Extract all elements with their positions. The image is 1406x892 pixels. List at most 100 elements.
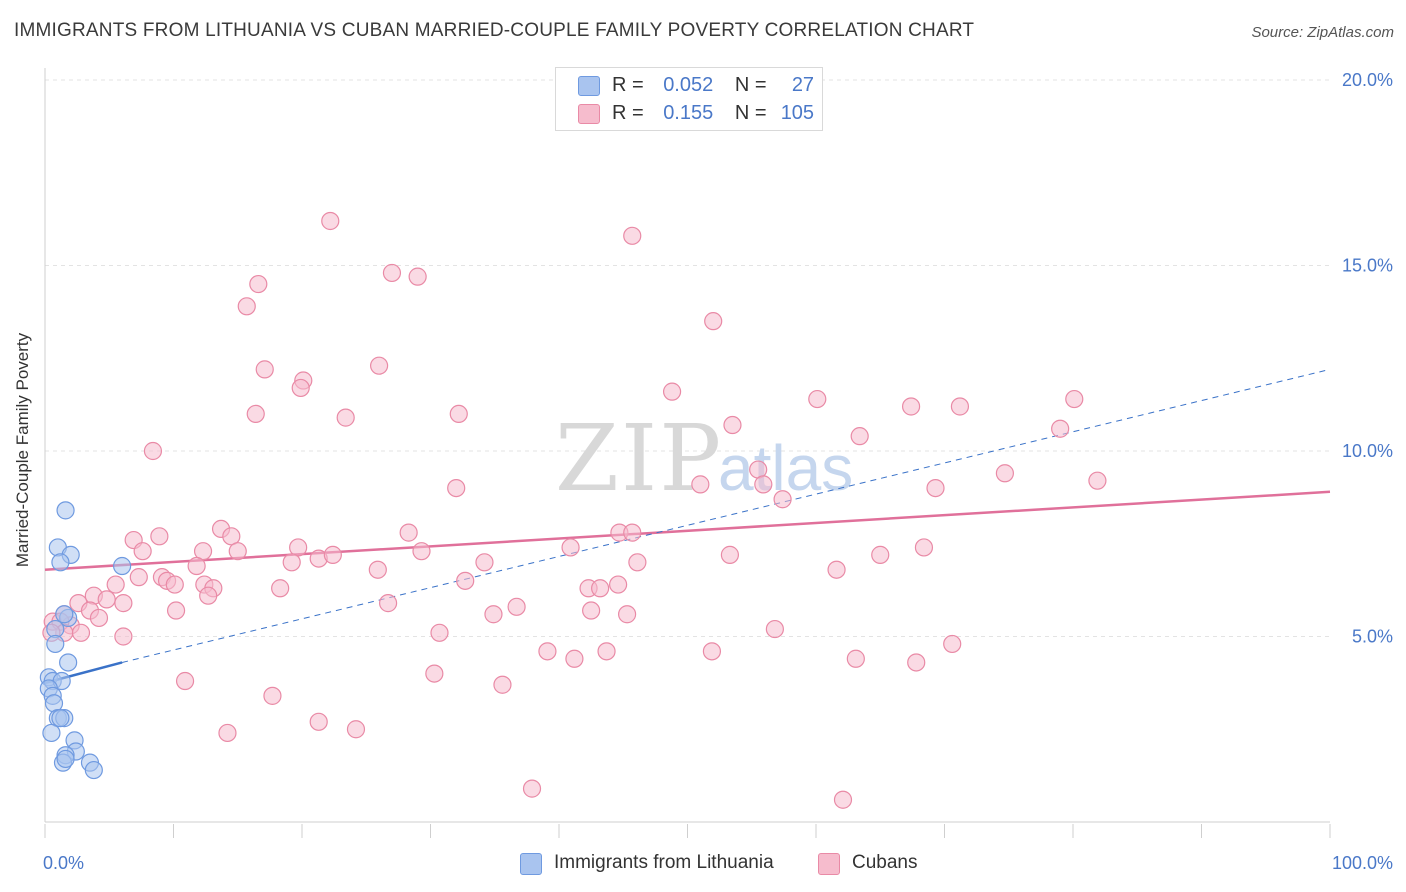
cubans-point <box>336 408 355 427</box>
cubans-point <box>114 594 133 613</box>
cubans-point <box>691 475 710 494</box>
cubans-point <box>1088 471 1107 490</box>
bottom-legend-swatch-lithuania <box>520 853 542 875</box>
cubans-point <box>850 427 869 446</box>
watermark-zip: ZIP <box>555 405 723 512</box>
cubans-point <box>538 642 557 661</box>
cubans-point <box>271 579 290 598</box>
cubans-point <box>623 226 642 245</box>
legend-n-value: 27 <box>791 74 815 96</box>
cubans-point <box>412 542 431 561</box>
lithuania-point <box>112 556 132 576</box>
source-credit: Source: ZipAtlas.com <box>1251 24 1394 41</box>
cubans-point <box>522 779 542 798</box>
cubans-point <box>309 712 328 731</box>
legend-n-label: N = <box>734 74 767 96</box>
cubans-point <box>591 579 610 598</box>
y-tick-label: 10.0% <box>1342 441 1393 461</box>
cubans-point <box>943 634 962 654</box>
cubans-point <box>628 553 647 572</box>
cubans-point <box>199 586 218 605</box>
legend-n-value: 105 <box>780 102 815 124</box>
bottom-legend-label-lithuania: Immigrants from Lithuania <box>554 852 774 873</box>
cubans-point <box>901 397 921 416</box>
legend-swatch-cubans <box>578 104 600 124</box>
lithuania-point <box>55 605 74 624</box>
cubans-point <box>754 475 773 494</box>
cubans-point <box>321 211 340 231</box>
legend-r-label: R = <box>612 74 644 96</box>
lithuania-point <box>59 653 78 672</box>
cubans-point <box>228 542 247 561</box>
cubans-point <box>150 527 169 546</box>
cubans-point <box>871 545 890 564</box>
legend-r-label: R = <box>612 102 644 124</box>
cubans-point <box>175 671 195 691</box>
cubans-point <box>449 404 468 423</box>
cubans-point <box>382 263 402 283</box>
cubans-point <box>582 601 601 620</box>
lithuania-point <box>46 634 65 654</box>
cubans-point <box>561 538 580 557</box>
cubans-point <box>291 378 310 398</box>
cubans-point <box>662 382 682 401</box>
lithuania-point <box>42 723 61 743</box>
cubans-trend-line <box>44 490 1331 571</box>
cubans-point <box>723 415 742 435</box>
cubans-point <box>165 575 184 594</box>
cubans-point <box>926 479 945 498</box>
cubans-point <box>1051 419 1070 438</box>
x-tick-label-max: 100.0% <box>1332 853 1393 873</box>
cubans-point <box>484 605 503 624</box>
cubans-point <box>399 523 418 542</box>
lithuania-trend-line-extended <box>121 368 1331 663</box>
cubans-point <box>218 723 237 743</box>
lithuania-point <box>51 553 70 572</box>
cubans-point <box>323 545 342 564</box>
cubans-point <box>827 560 846 579</box>
y-tick-label: 20.0% <box>1342 70 1393 90</box>
cubans-point <box>166 601 186 620</box>
tick-labels: 5.0% 10.0% 15.0% 20.0% 0.0% 100.0% <box>43 70 1393 873</box>
cubans-point <box>255 360 274 379</box>
cubans-point <box>907 653 926 672</box>
cubans-point <box>833 790 853 809</box>
cubans-point <box>702 642 722 661</box>
chart-title: IMMIGRANTS FROM LITHUANIA VS CUBAN MARRI… <box>14 20 975 41</box>
cubans-point <box>609 575 628 594</box>
cubans-point <box>346 720 366 739</box>
cubans-point <box>425 664 444 683</box>
cubans-point <box>114 627 133 646</box>
cubans-point <box>378 594 398 613</box>
cubans-point <box>237 297 256 316</box>
cubans-point <box>249 274 268 294</box>
cubans-point <box>507 597 526 616</box>
lithuania-point <box>56 749 75 769</box>
cubans-point <box>704 312 723 331</box>
cubans-point <box>368 560 387 579</box>
lithuania-point <box>51 709 70 728</box>
cubans-point <box>846 649 865 668</box>
lithuania-points <box>39 501 132 780</box>
lithuania-point <box>56 501 75 520</box>
cubans-point <box>246 404 265 423</box>
bottom-legend-swatch-cubans <box>818 853 840 875</box>
x-tick-label-min: 0.0% <box>43 853 84 873</box>
cubans-point <box>447 479 466 498</box>
cubans-point <box>1065 389 1084 409</box>
cubans-point <box>565 649 584 668</box>
cubans-point <box>106 575 125 594</box>
cubans-point <box>187 556 206 576</box>
y-tick-label: 15.0% <box>1342 256 1393 276</box>
correlation-legend: R = 0.052 N = 27 R = 0.155 N = 105 <box>555 67 823 131</box>
cubans-point <box>282 553 301 572</box>
cubans-point <box>995 464 1014 483</box>
legend-swatch-lithuania <box>578 76 600 96</box>
cubans-point <box>597 642 616 661</box>
cubans-points <box>42 211 1107 809</box>
cubans-point <box>493 675 512 694</box>
cubans-point <box>430 623 449 642</box>
cubans-point <box>623 523 642 542</box>
cubans-point <box>765 619 784 639</box>
y-tick-label: 5.0% <box>1352 627 1393 647</box>
